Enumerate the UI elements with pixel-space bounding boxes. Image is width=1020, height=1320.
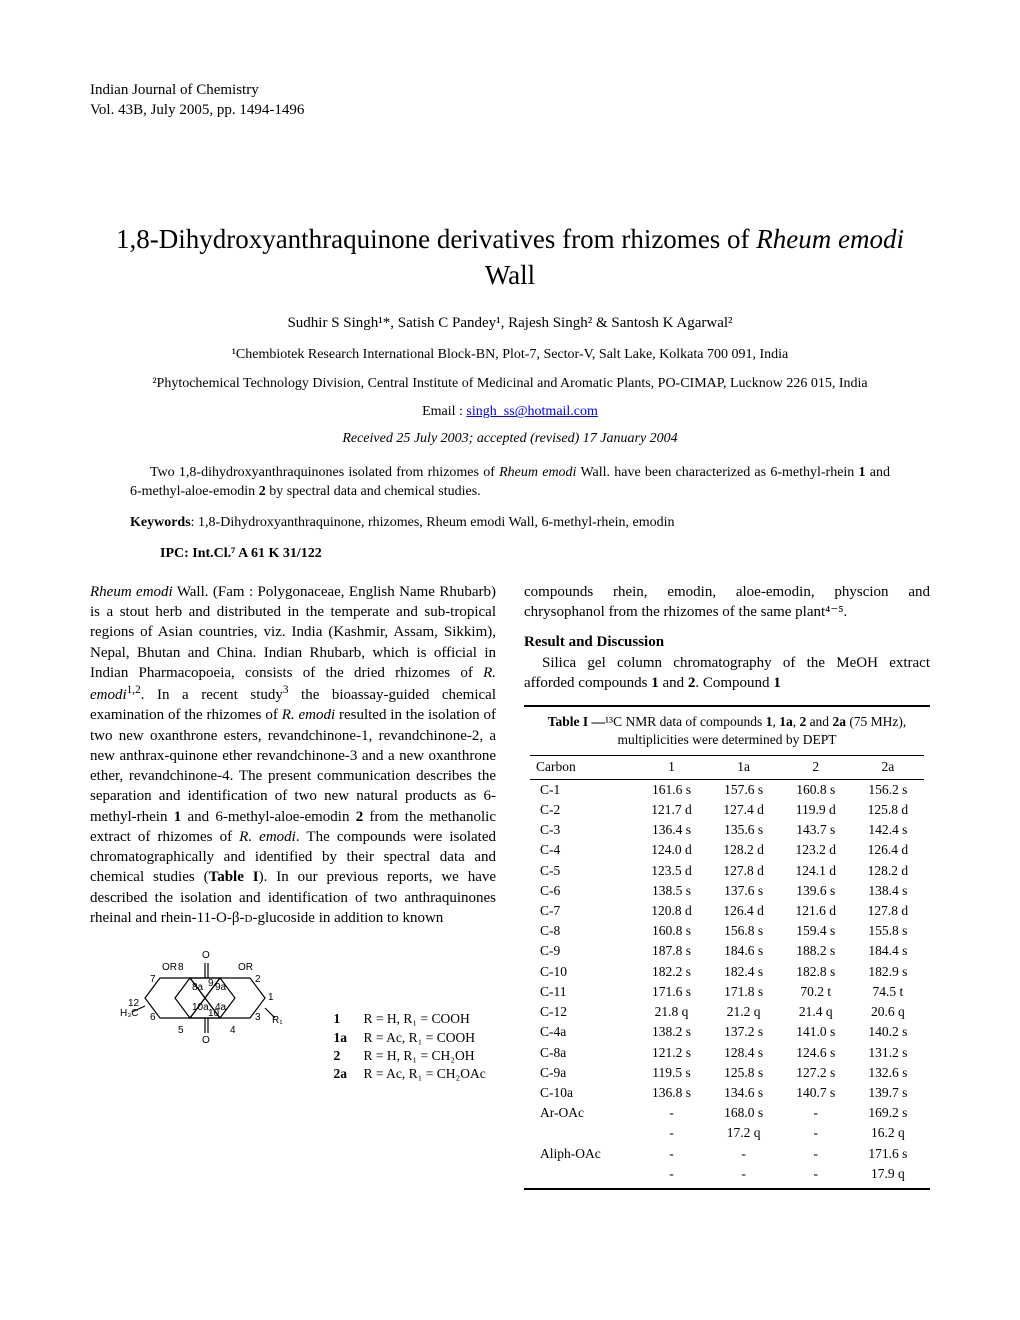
table-1: Table I —¹³C NMR data of compounds 1, 1a… — [524, 705, 930, 1190]
table-row: C-4124.0 d128.2 d123.2 d126.4 d — [530, 840, 924, 860]
table-row: C-5123.5 d127.8 d124.1 d128.2 d — [530, 861, 924, 881]
table-row: C-8160.8 s156.8 s159.4 s155.8 s — [530, 921, 924, 941]
journal-volume: Vol. 43B, July 2005, pp. 1494-1496 — [90, 100, 930, 120]
body-para-1: Rheum emodi Wall. (Fam : Polygonaceae, E… — [90, 582, 496, 928]
table-row: C-6138.5 s137.6 s139.6 s138.4 s — [530, 881, 924, 901]
body-para-3: Silica gel column chromatography of the … — [524, 653, 930, 694]
svg-text:7: 7 — [150, 974, 156, 985]
svg-text:10a: 10a — [192, 1002, 209, 1013]
table-row: C-4a138.2 s137.2 s141.0 s140.2 s — [530, 1022, 924, 1042]
table-row: ---17.9 q — [530, 1164, 924, 1184]
table-row: Aliph-OAc---171.6 s — [530, 1144, 924, 1164]
received-line: Received 25 July 2003; accepted (revised… — [90, 430, 930, 449]
table-row: C-9187.8 s184.6 s188.2 s184.4 s — [530, 941, 924, 961]
svg-text:4: 4 — [230, 1025, 236, 1036]
structure-legend: 1R = H, R₁ = COOH 1aR = Ac, R₁ = COOH 2R… — [334, 1010, 486, 1083]
structure-figure: O O OR OR 1 2 3 4 5 6 7 8 8a 9a 10a 4a 9 — [90, 938, 496, 1083]
svg-text:8: 8 — [178, 962, 184, 973]
svg-text:O: O — [202, 1035, 210, 1046]
svg-text:9: 9 — [208, 978, 214, 989]
article-title: 1,8-Dihydroxyanthraquinone derivatives f… — [90, 221, 930, 294]
body-para-2: compounds rhein, emodin, aloe-emodin, ph… — [524, 582, 930, 623]
email-link[interactable]: singh_ss@hotmail.com — [466, 404, 598, 419]
section-heading: Result and Discussion — [524, 632, 930, 652]
svg-text:1: 1 — [268, 992, 274, 1003]
svg-text:12: 12 — [128, 998, 140, 1009]
table-row: C-2121.7 d127.4 d119.9 d125.8 d — [530, 800, 924, 820]
table-row: C-9a119.5 s125.8 s127.2 s132.6 s — [530, 1063, 924, 1083]
table-row: C-7120.8 d126.4 d121.6 d127.8 d — [530, 901, 924, 921]
table-row: C-11171.6 s171.8 s70.2 t74.5 t — [530, 982, 924, 1002]
affiliation-2: ²Phytochemical Technology Division, Cent… — [90, 375, 930, 394]
svg-text:5: 5 — [178, 1025, 184, 1036]
svg-text:OR: OR — [162, 962, 177, 973]
keywords: Keywords: 1,8-Dihydroxyanthraquinone, rh… — [130, 514, 890, 533]
body-columns: Rheum emodi Wall. (Fam : Polygonaceae, E… — [90, 582, 930, 1190]
table-row: C-1221.8 q21.2 q21.4 q20.6 q — [530, 1002, 924, 1022]
affiliation-1: ¹Chembiotek Research International Block… — [90, 346, 930, 365]
email-line: Email : singh_ss@hotmail.com — [90, 403, 930, 422]
journal-name: Indian Journal of Chemistry — [90, 80, 930, 100]
svg-text:O: O — [202, 950, 210, 961]
svg-text:10: 10 — [208, 1008, 220, 1019]
authors: Sudhir S Singh¹*, Satish C Pandey¹, Raje… — [90, 313, 930, 333]
svg-text:6: 6 — [150, 1012, 156, 1023]
table-caption: Table I —¹³C NMR data of compounds 1, 1a… — [530, 711, 924, 755]
table-row: -17.2 q-16.2 q — [530, 1123, 924, 1143]
table-row: C-10182.2 s182.4 s182.8 s182.9 s — [530, 962, 924, 982]
ipc-line: IPC: Int.Cl.⁷ A 61 K 31/122 — [130, 545, 890, 564]
table-header-row: Carbon 1 1a 2 2a — [530, 756, 924, 779]
table-row: C-8a121.2 s128.4 s124.6 s131.2 s — [530, 1043, 924, 1063]
table-row: C-10a136.8 s134.6 s140.7 s139.7 s — [530, 1083, 924, 1103]
svg-text:2: 2 — [255, 974, 261, 985]
svg-text:OR: OR — [238, 962, 253, 973]
abstract: Two 1,8-dihydroxyanthraquinones isolated… — [130, 464, 890, 502]
anthraquinone-structure-icon: O O OR OR 1 2 3 4 5 6 7 8 8a 9a 10a 4a 9 — [100, 938, 330, 1078]
journal-header: Indian Journal of Chemistry Vol. 43B, Ju… — [90, 80, 930, 121]
column-right: compounds rhein, emodin, aloe-emodin, ph… — [524, 582, 930, 1190]
table-row: Ar-OAc-168.0 s-169.2 s — [530, 1103, 924, 1123]
column-left: Rheum emodi Wall. (Fam : Polygonaceae, E… — [90, 582, 496, 1190]
svg-text:9a: 9a — [215, 982, 227, 993]
table-row: C-3136.4 s135.6 s143.7 s142.4 s — [530, 820, 924, 840]
svg-text:3: 3 — [255, 1012, 261, 1023]
table-row: C-1161.6 s157.6 s160.8 s156.2 s — [530, 779, 924, 800]
svg-text:8a: 8a — [192, 982, 204, 993]
nmr-table: Carbon 1 1a 2 2a C-1161.6 s157.6 s160.8 … — [530, 755, 924, 1184]
